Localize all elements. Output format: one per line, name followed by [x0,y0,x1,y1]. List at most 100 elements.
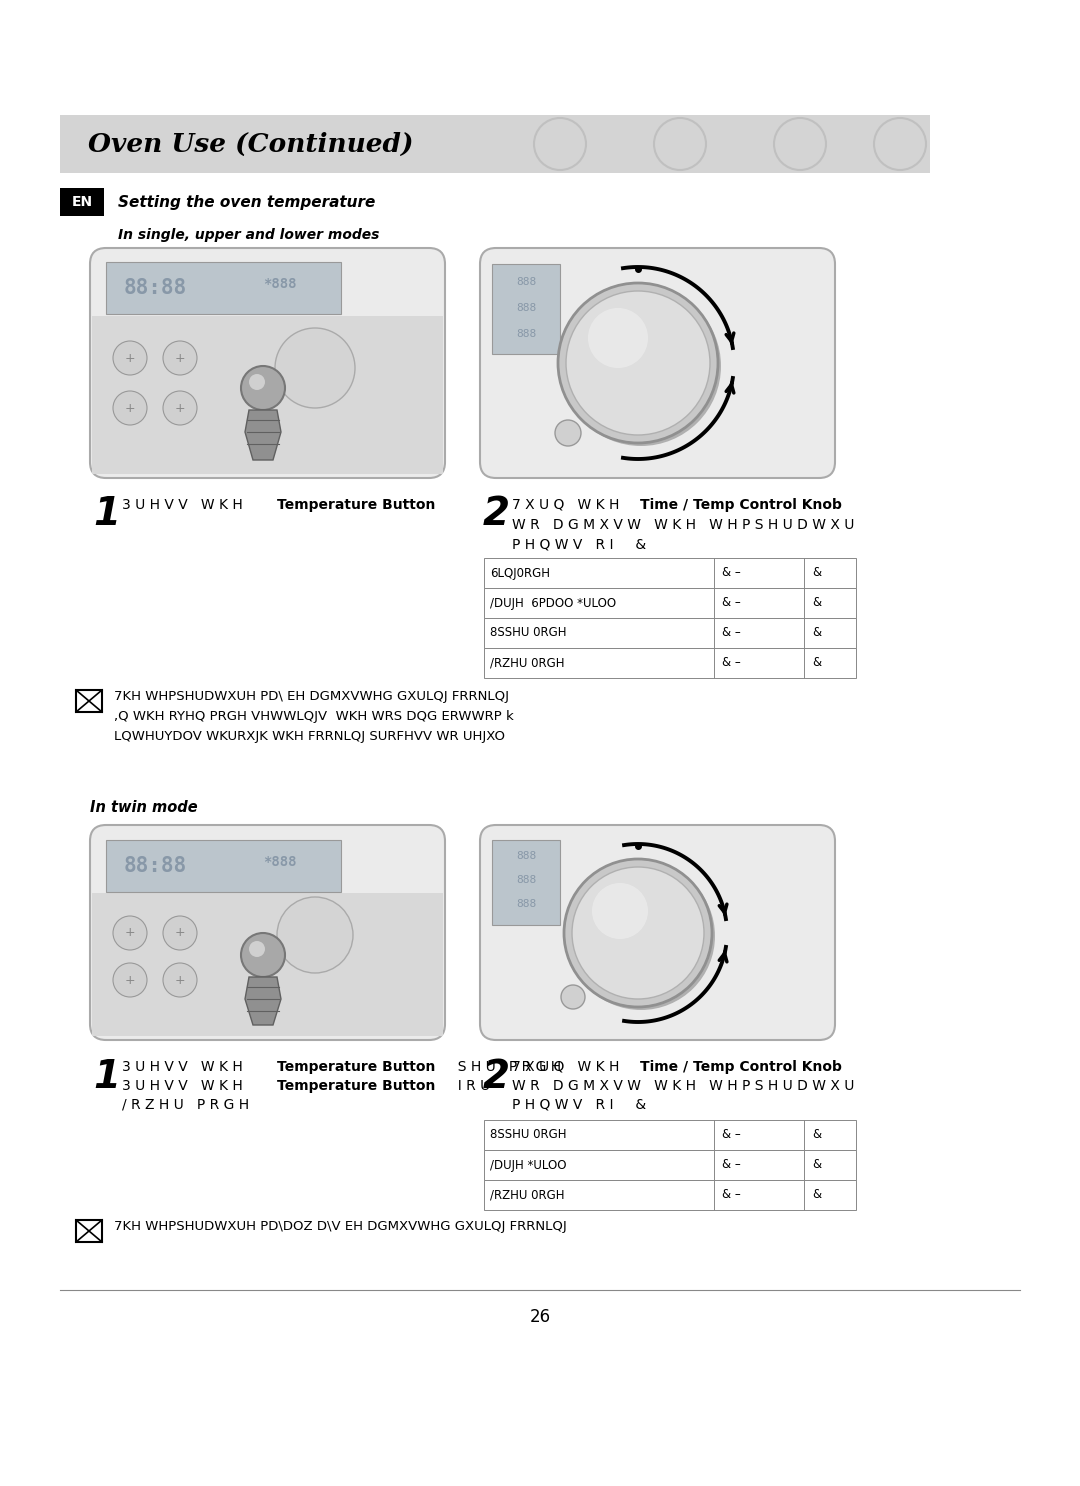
Text: Time / Temp Control Knob: Time / Temp Control Knob [640,1060,842,1074]
Circle shape [249,941,265,957]
Text: In single, upper and lower modes: In single, upper and lower modes [118,227,379,242]
Bar [492,840,561,924]
Text: 1: 1 [93,1058,120,1097]
Circle shape [558,282,718,443]
Bar [92,893,443,1036]
Text: EN: EN [71,195,93,210]
Text: 888: 888 [516,899,536,909]
Circle shape [163,340,197,374]
Circle shape [113,963,147,997]
Text: *888: *888 [264,854,297,869]
Text: 888: 888 [516,276,536,287]
Circle shape [275,328,355,409]
Circle shape [567,862,715,1010]
Text: /RZHU 0RGH: /RZHU 0RGH [490,657,565,670]
Text: /RZHU 0RGH: /RZHU 0RGH [490,1189,565,1202]
Text: &: & [812,566,821,580]
Text: 888: 888 [516,875,536,886]
Text: 3 U H V V   W K H: 3 U H V V W K H [122,1079,252,1094]
Bar [484,648,856,678]
Text: /DUJH *ULOO: /DUJH *ULOO [490,1159,567,1171]
Text: 26: 26 [529,1308,551,1326]
Text: +: + [175,401,186,415]
FancyBboxPatch shape [480,248,835,478]
Circle shape [564,859,712,1008]
Text: 88:88: 88:88 [124,856,187,877]
Text: & –: & – [723,596,741,609]
Text: &: & [812,1189,821,1202]
Bar [106,262,341,314]
Text: P H Q W V   R I     &: P H Q W V R I & [512,1098,646,1112]
Circle shape [113,340,147,374]
Text: W R   D G M X V W   W K H   W H P S H U D W X U: W R D G M X V W W K H W H P S H U D W X … [512,1079,854,1094]
Text: 2: 2 [483,1058,510,1097]
Text: 3 U H V V   W K H: 3 U H V V W K H [122,498,252,513]
Text: Oven Use (Continued): Oven Use (Continued) [87,131,414,156]
Circle shape [163,963,197,997]
Text: &: & [812,627,821,639]
Text: Temperature Button: Temperature Button [276,1079,435,1094]
Text: 888: 888 [516,851,536,860]
Text: &: & [812,1159,821,1171]
Text: In twin mode: In twin mode [90,799,198,814]
Circle shape [555,421,581,446]
Circle shape [592,883,648,939]
Circle shape [249,374,265,389]
Text: 7KH WHPSHUDWXUH PD\ EH DGMXVWHG GXULQJ FRRNLQJ: 7KH WHPSHUDWXUH PD\ EH DGMXVWHG GXULQJ F… [114,690,509,703]
Circle shape [561,985,585,1009]
Text: 3 U H V V   W K H: 3 U H V V W K H [122,1060,252,1074]
Bar [484,559,856,588]
Text: 888: 888 [516,303,536,314]
Text: Setting the oven temperature: Setting the oven temperature [118,195,376,210]
Text: S H U   P R G H: S H U P R G H [449,1060,562,1074]
Text: 1: 1 [93,495,120,533]
Text: +: + [175,973,186,987]
FancyBboxPatch shape [90,248,445,478]
Text: &: & [812,1128,821,1141]
Text: 7KH WHPSHUDWXUH PD\DOZ D\V EH DGMXVWHG GXULQJ FRRNLQJ: 7KH WHPSHUDWXUH PD\DOZ D\V EH DGMXVWHG G… [114,1220,567,1233]
Bar [492,265,561,354]
Circle shape [572,866,704,999]
Text: ,Q WKH RYHQ PRGH VHWWLQJV  WKH WRS DQG ERWWRP k: ,Q WKH RYHQ PRGH VHWWLQJV WKH WRS DQG ER… [114,710,514,724]
Text: 7 X U Q   W K H: 7 X U Q W K H [512,1060,629,1074]
Polygon shape [245,410,281,461]
Text: +: + [124,926,135,939]
Text: P H Q W V   R I     &: P H Q W V R I & [512,536,646,551]
Bar [484,618,856,648]
Text: *888: *888 [264,276,297,291]
Text: +: + [124,973,135,987]
Circle shape [561,285,721,446]
Circle shape [241,366,285,410]
Text: 88:88: 88:88 [124,278,187,299]
Text: Temperature Button: Temperature Button [276,498,435,513]
Bar [484,1150,856,1180]
FancyBboxPatch shape [90,825,445,1040]
Text: W R   D G M X V W   W K H   W H P S H U D W X U: W R D G M X V W W K H W H P S H U D W X … [512,519,854,532]
Text: /DUJH  6PDOO *ULOO: /DUJH 6PDOO *ULOO [490,596,616,609]
Text: 8SSHU 0RGH: 8SSHU 0RGH [490,1128,567,1141]
Text: Temperature Button: Temperature Button [276,1060,435,1074]
Circle shape [588,308,648,369]
Circle shape [113,391,147,425]
Text: & –: & – [723,1189,741,1202]
Bar [484,588,856,618]
Text: 888: 888 [516,328,536,339]
Text: &: & [812,657,821,670]
Text: +: + [124,352,135,364]
Text: & –: & – [723,627,741,639]
Bar [76,1220,102,1242]
Circle shape [163,391,197,425]
Bar [60,114,930,172]
Circle shape [163,915,197,950]
Text: & –: & – [723,566,741,580]
Text: 7 X U Q   W K H: 7 X U Q W K H [512,498,629,513]
Text: 8SSHU 0RGH: 8SSHU 0RGH [490,627,567,639]
Circle shape [276,898,353,973]
Text: 2: 2 [483,495,510,533]
Bar [484,1120,856,1150]
Circle shape [566,291,710,435]
Bar [60,189,104,215]
Text: & –: & – [723,657,741,670]
Text: / R Z H U   P R G H: / R Z H U P R G H [122,1098,249,1112]
Bar [106,840,341,892]
